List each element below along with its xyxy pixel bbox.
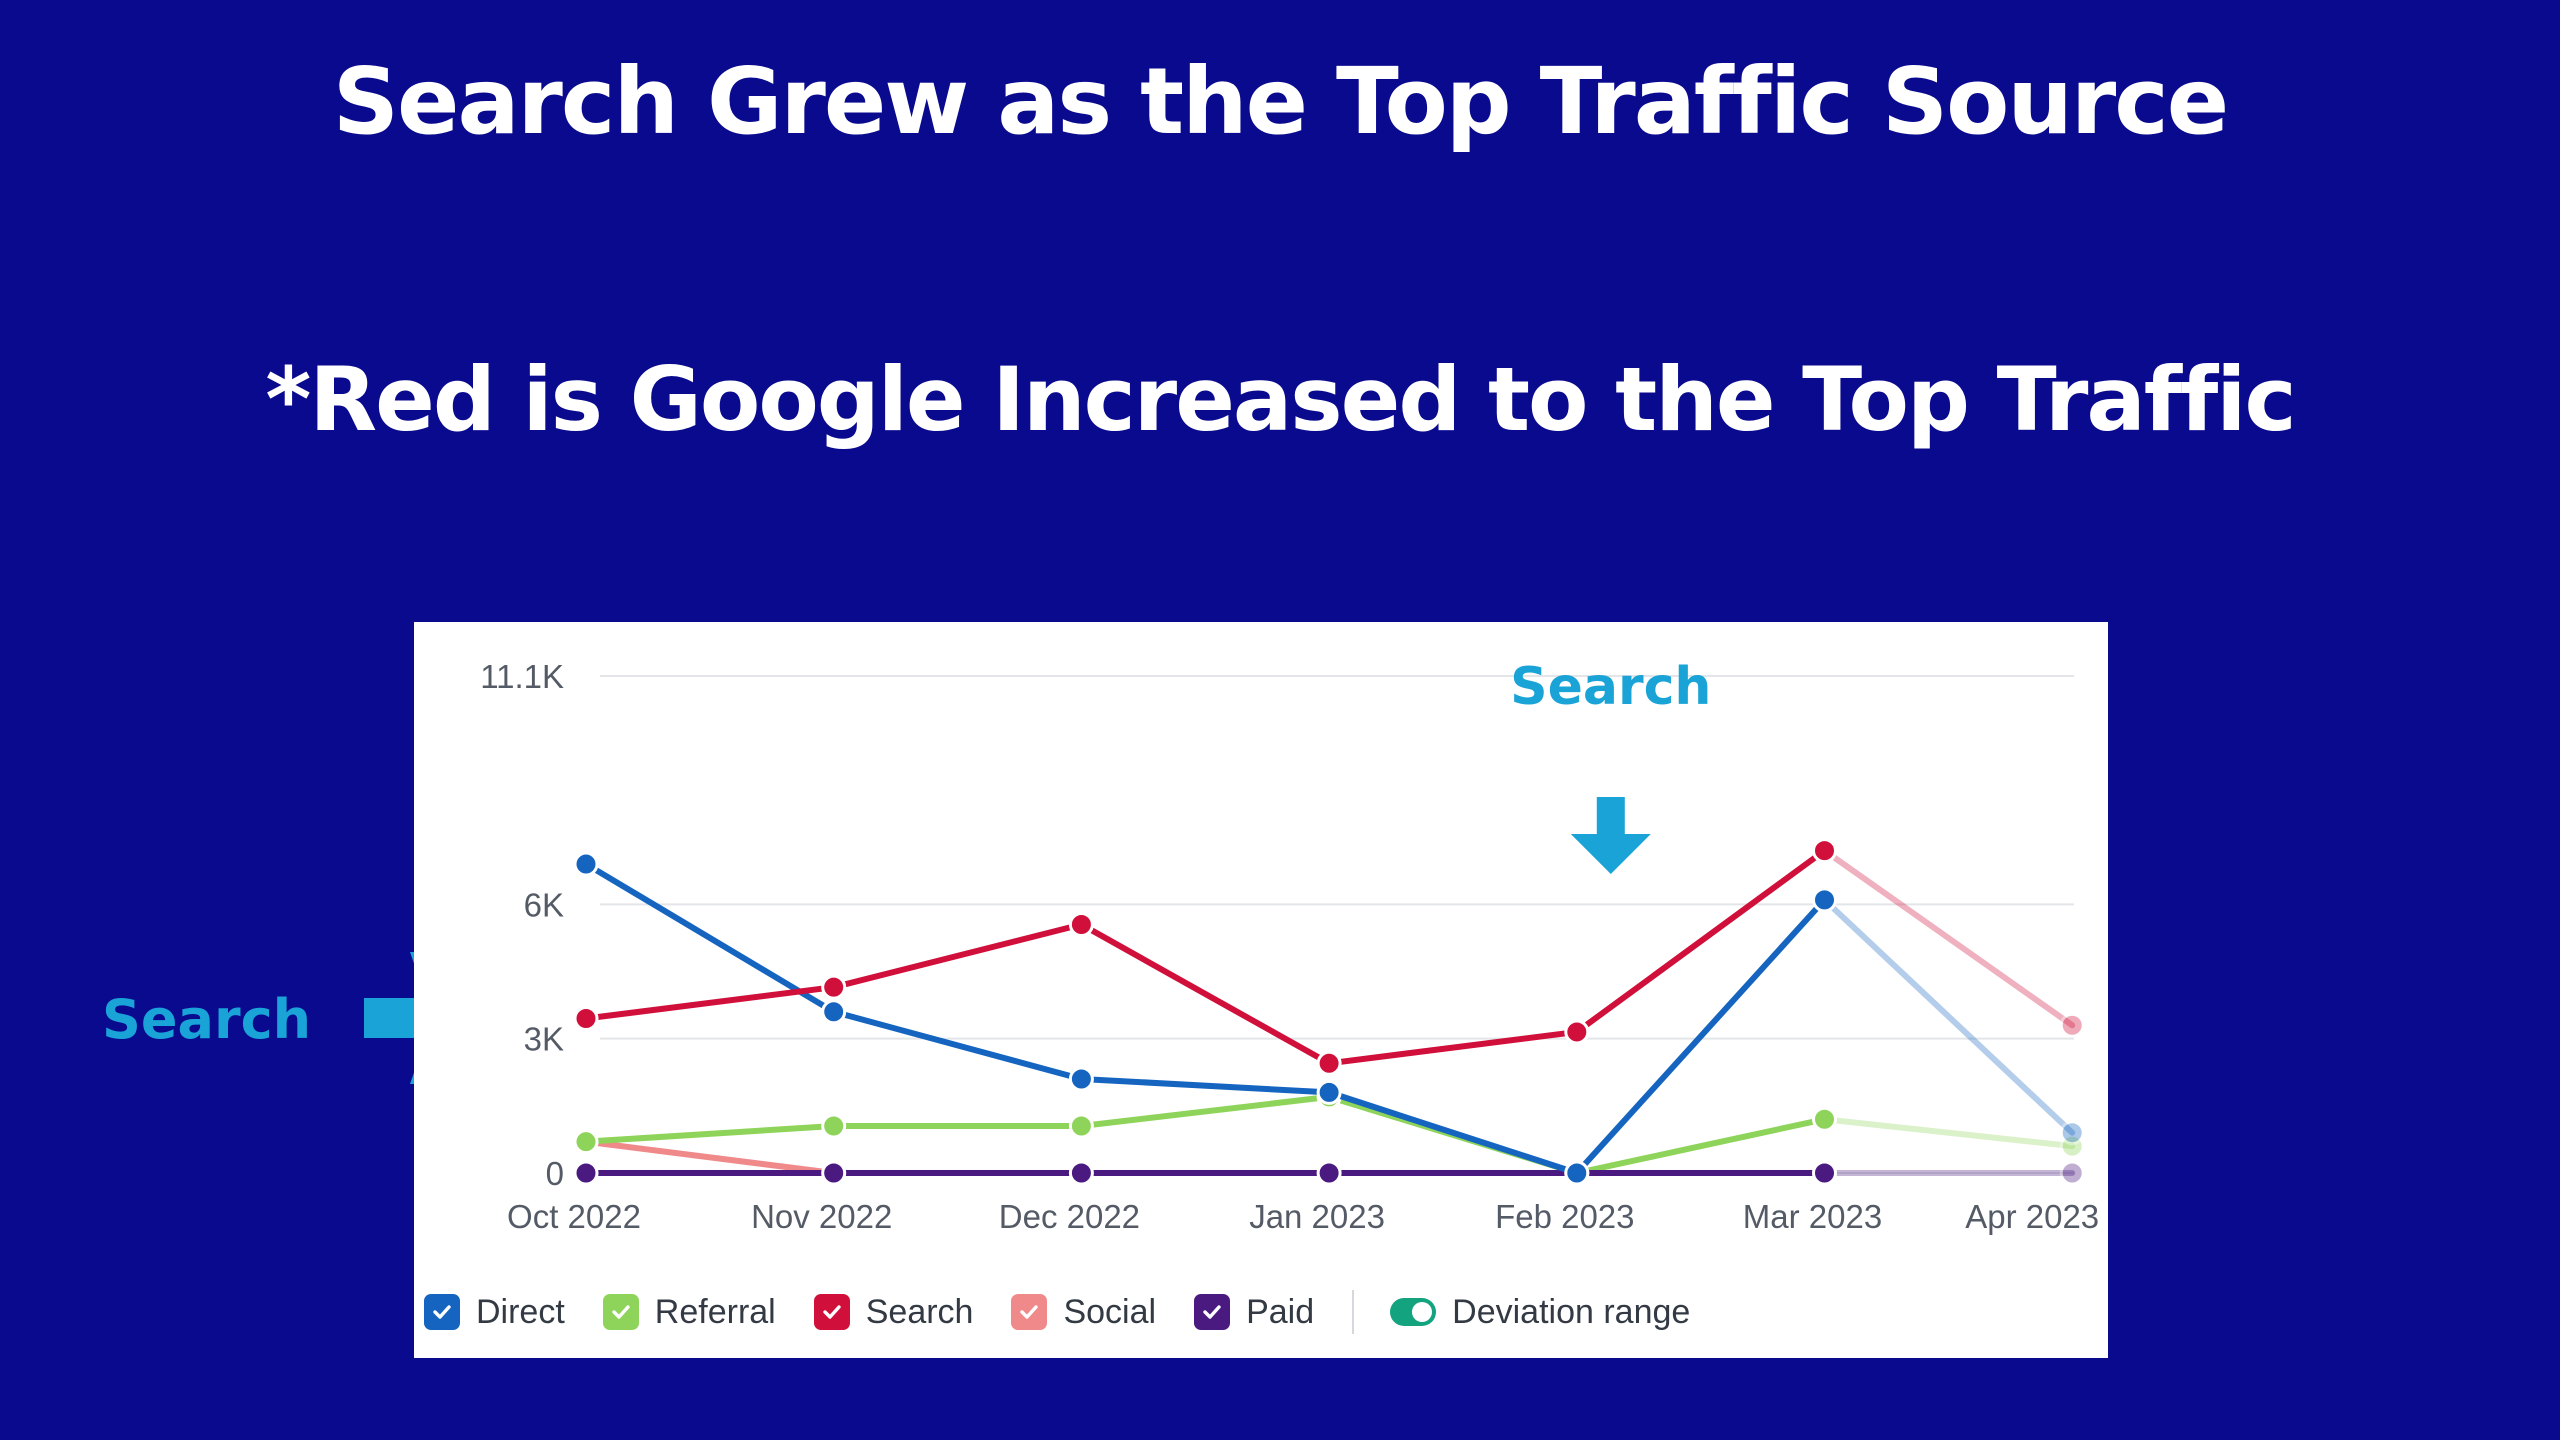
y-tick-label: 11.1K [480,658,564,695]
slide-subtitle: *Red is Google Increased to the Top Traf… [265,348,2296,451]
x-tick-label: Nov 2022 [751,1198,892,1235]
paid-data-point [1316,1160,1342,1186]
search-data-point [1068,912,1094,937]
paid-data-point [1812,1160,1837,1186]
traffic-line-chart: 11.1K 6K 3K 0 Oct 2022 Nov 2022 Dec 2022 Jan 20… [480,657,2099,1235]
legend-label: Referral [654,1292,776,1331]
legend-label: Search [865,1292,974,1331]
direct-data-point [821,999,847,1025]
referral-data-point [821,1113,847,1139]
search-data-point [573,1006,599,1032]
search-series-line [1078,921,1333,1067]
x-tick-label: Oct 2022 [507,1198,641,1235]
x-tick-label: Dec 2022 [999,1198,1140,1235]
search-data-point [821,974,847,1000]
x-tick-label: Jan 2023 [1249,1198,1385,1235]
legend-label: Social [1063,1292,1157,1331]
search-data-point [1812,838,1837,864]
direct-series-line [1821,896,2076,1136]
referral-series-line [1078,1093,1333,1129]
referral-series-line [1821,1116,2076,1150]
toggle-label: Deviation range [1452,1292,1691,1331]
legend-item-paid[interactable]: Paid [1194,1293,1314,1332]
direct-data-point [573,851,599,877]
search-series-line [583,984,837,1022]
chart-legend: Direct Referral Search Social Paid [424,1286,1728,1338]
referral-series-line [583,1122,837,1145]
referral-data-point [573,1129,599,1155]
x-tick-label: Apr 2023 [1965,1198,2099,1235]
legend-item-search[interactable]: Search [813,1292,974,1332]
y-tick-label: 3K [524,1021,564,1058]
legend-label: Direct [476,1292,565,1331]
down-arrow-icon [1570,797,1651,874]
search-annotation-label: Search [1510,657,1711,717]
checkbox-check-icon[interactable] [1011,1294,1048,1330]
checkbox-check-icon[interactable] [813,1294,850,1330]
legend-item-direct[interactable]: Direct [424,1293,565,1332]
direct-series-line [1326,1089,1580,1176]
paid-data-point [2059,1160,2085,1186]
legend-item-referral[interactable]: Referral [602,1292,776,1332]
direct-data-point [1564,1160,1590,1186]
legend-label: Paid [1246,1292,1315,1331]
search-data-point [2059,1012,2085,1038]
social-series-line [583,1138,837,1176]
direct-data-point [2059,1120,2085,1146]
referral-series-line [1573,1116,1828,1176]
paid-data-point [573,1160,599,1186]
x-tick-label: Feb 2023 [1495,1198,1634,1235]
search-series-line [1326,1028,1580,1067]
slide-title: Search Grew as the Top Traffic Source [332,48,2229,155]
search-series-line [1573,847,1828,1035]
direct-data-point [1068,1066,1094,1092]
search-series-line [830,921,1085,991]
referral-data-point [2059,1133,2085,1159]
direct-series-line [830,1008,1085,1082]
deviation-range-toggle[interactable]: Deviation range [1390,1293,1690,1332]
paid-data-point [821,1160,847,1186]
legend-item-social[interactable]: Social [1011,1293,1156,1332]
checkbox-check-icon[interactable] [602,1294,639,1330]
y-tick-label: 6K [524,886,564,923]
direct-data-point [1316,1079,1342,1105]
search-data-point [1564,1019,1590,1045]
toggle-switch[interactable] [1390,1298,1437,1326]
direct-series-line [583,861,837,1015]
x-tick-label: Mar 2023 [1743,1198,1882,1235]
paid-data-point [1068,1160,1094,1186]
search-callout-label: Search [102,988,312,1051]
referral-data-point [1812,1106,1837,1132]
search-data-point [1316,1050,1342,1076]
checkbox-check-icon[interactable] [1194,1294,1231,1330]
search-series-line [1821,847,2076,1029]
checkbox-check-icon[interactable] [424,1294,460,1330]
direct-series-line [1573,896,1828,1176]
chart-card: 11.1K 6K 3K 0 Oct 2022 Nov 2022 Dec 2022 Jan 20… [414,622,2108,1358]
y-tick-label: 0 [546,1155,564,1192]
legend-divider [1352,1290,1355,1334]
direct-series-line [1078,1075,1333,1096]
referral-data-point [1068,1113,1094,1139]
direct-data-point [1812,887,1837,913]
